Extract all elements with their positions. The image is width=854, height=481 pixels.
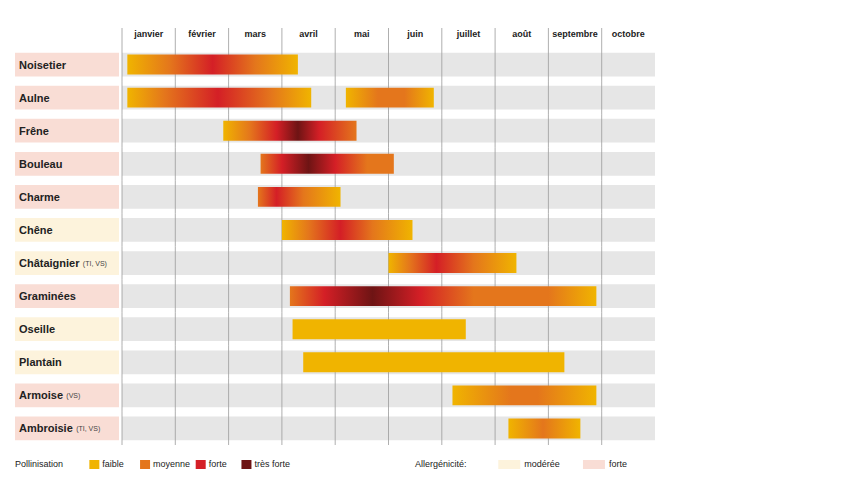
svg-text:Charme: Charme	[19, 191, 60, 203]
svg-text:février: février	[188, 29, 216, 39]
svg-text:Oseille: Oseille	[19, 323, 55, 335]
svg-text:faible: faible	[102, 459, 124, 469]
svg-text:Châtaignier: Châtaignier	[19, 257, 80, 269]
svg-text:Armoise: Armoise	[19, 389, 63, 401]
svg-text:(TI, VS): (TI, VS)	[76, 425, 100, 433]
svg-text:moyenne: moyenne	[153, 459, 190, 469]
svg-text:Bouleau: Bouleau	[19, 158, 62, 170]
svg-text:juin: juin	[406, 29, 423, 39]
svg-text:Graminées: Graminées	[19, 290, 76, 302]
svg-text:Plantain: Plantain	[19, 356, 62, 368]
svg-text:forte: forte	[209, 459, 227, 469]
svg-text:mars: mars	[244, 29, 266, 39]
svg-text:janvier: janvier	[133, 29, 164, 39]
svg-text:Noisetier: Noisetier	[19, 59, 67, 71]
svg-text:Chêne: Chêne	[19, 224, 53, 236]
svg-text:mai: mai	[354, 29, 370, 39]
svg-text:octobre: octobre	[612, 29, 645, 39]
svg-text:Aulne: Aulne	[19, 92, 50, 104]
svg-text:(TI, VS): (TI, VS)	[83, 260, 107, 268]
svg-text:Pollinisation: Pollinisation	[15, 459, 63, 469]
svg-text:modérée: modérée	[524, 459, 560, 469]
svg-text:Allergénicité:: Allergénicité:	[415, 459, 467, 469]
svg-text:juillet: juillet	[456, 29, 481, 39]
svg-text:septembre: septembre	[552, 29, 598, 39]
svg-text:Frêne: Frêne	[19, 125, 49, 137]
svg-text:très forte: très forte	[254, 459, 290, 469]
svg-text:Ambroisie: Ambroisie	[19, 422, 73, 434]
svg-text:avril: avril	[299, 29, 318, 39]
svg-text:(VS): (VS)	[66, 392, 80, 400]
svg-text:août: août	[512, 29, 531, 39]
svg-text:forte: forte	[609, 459, 627, 469]
